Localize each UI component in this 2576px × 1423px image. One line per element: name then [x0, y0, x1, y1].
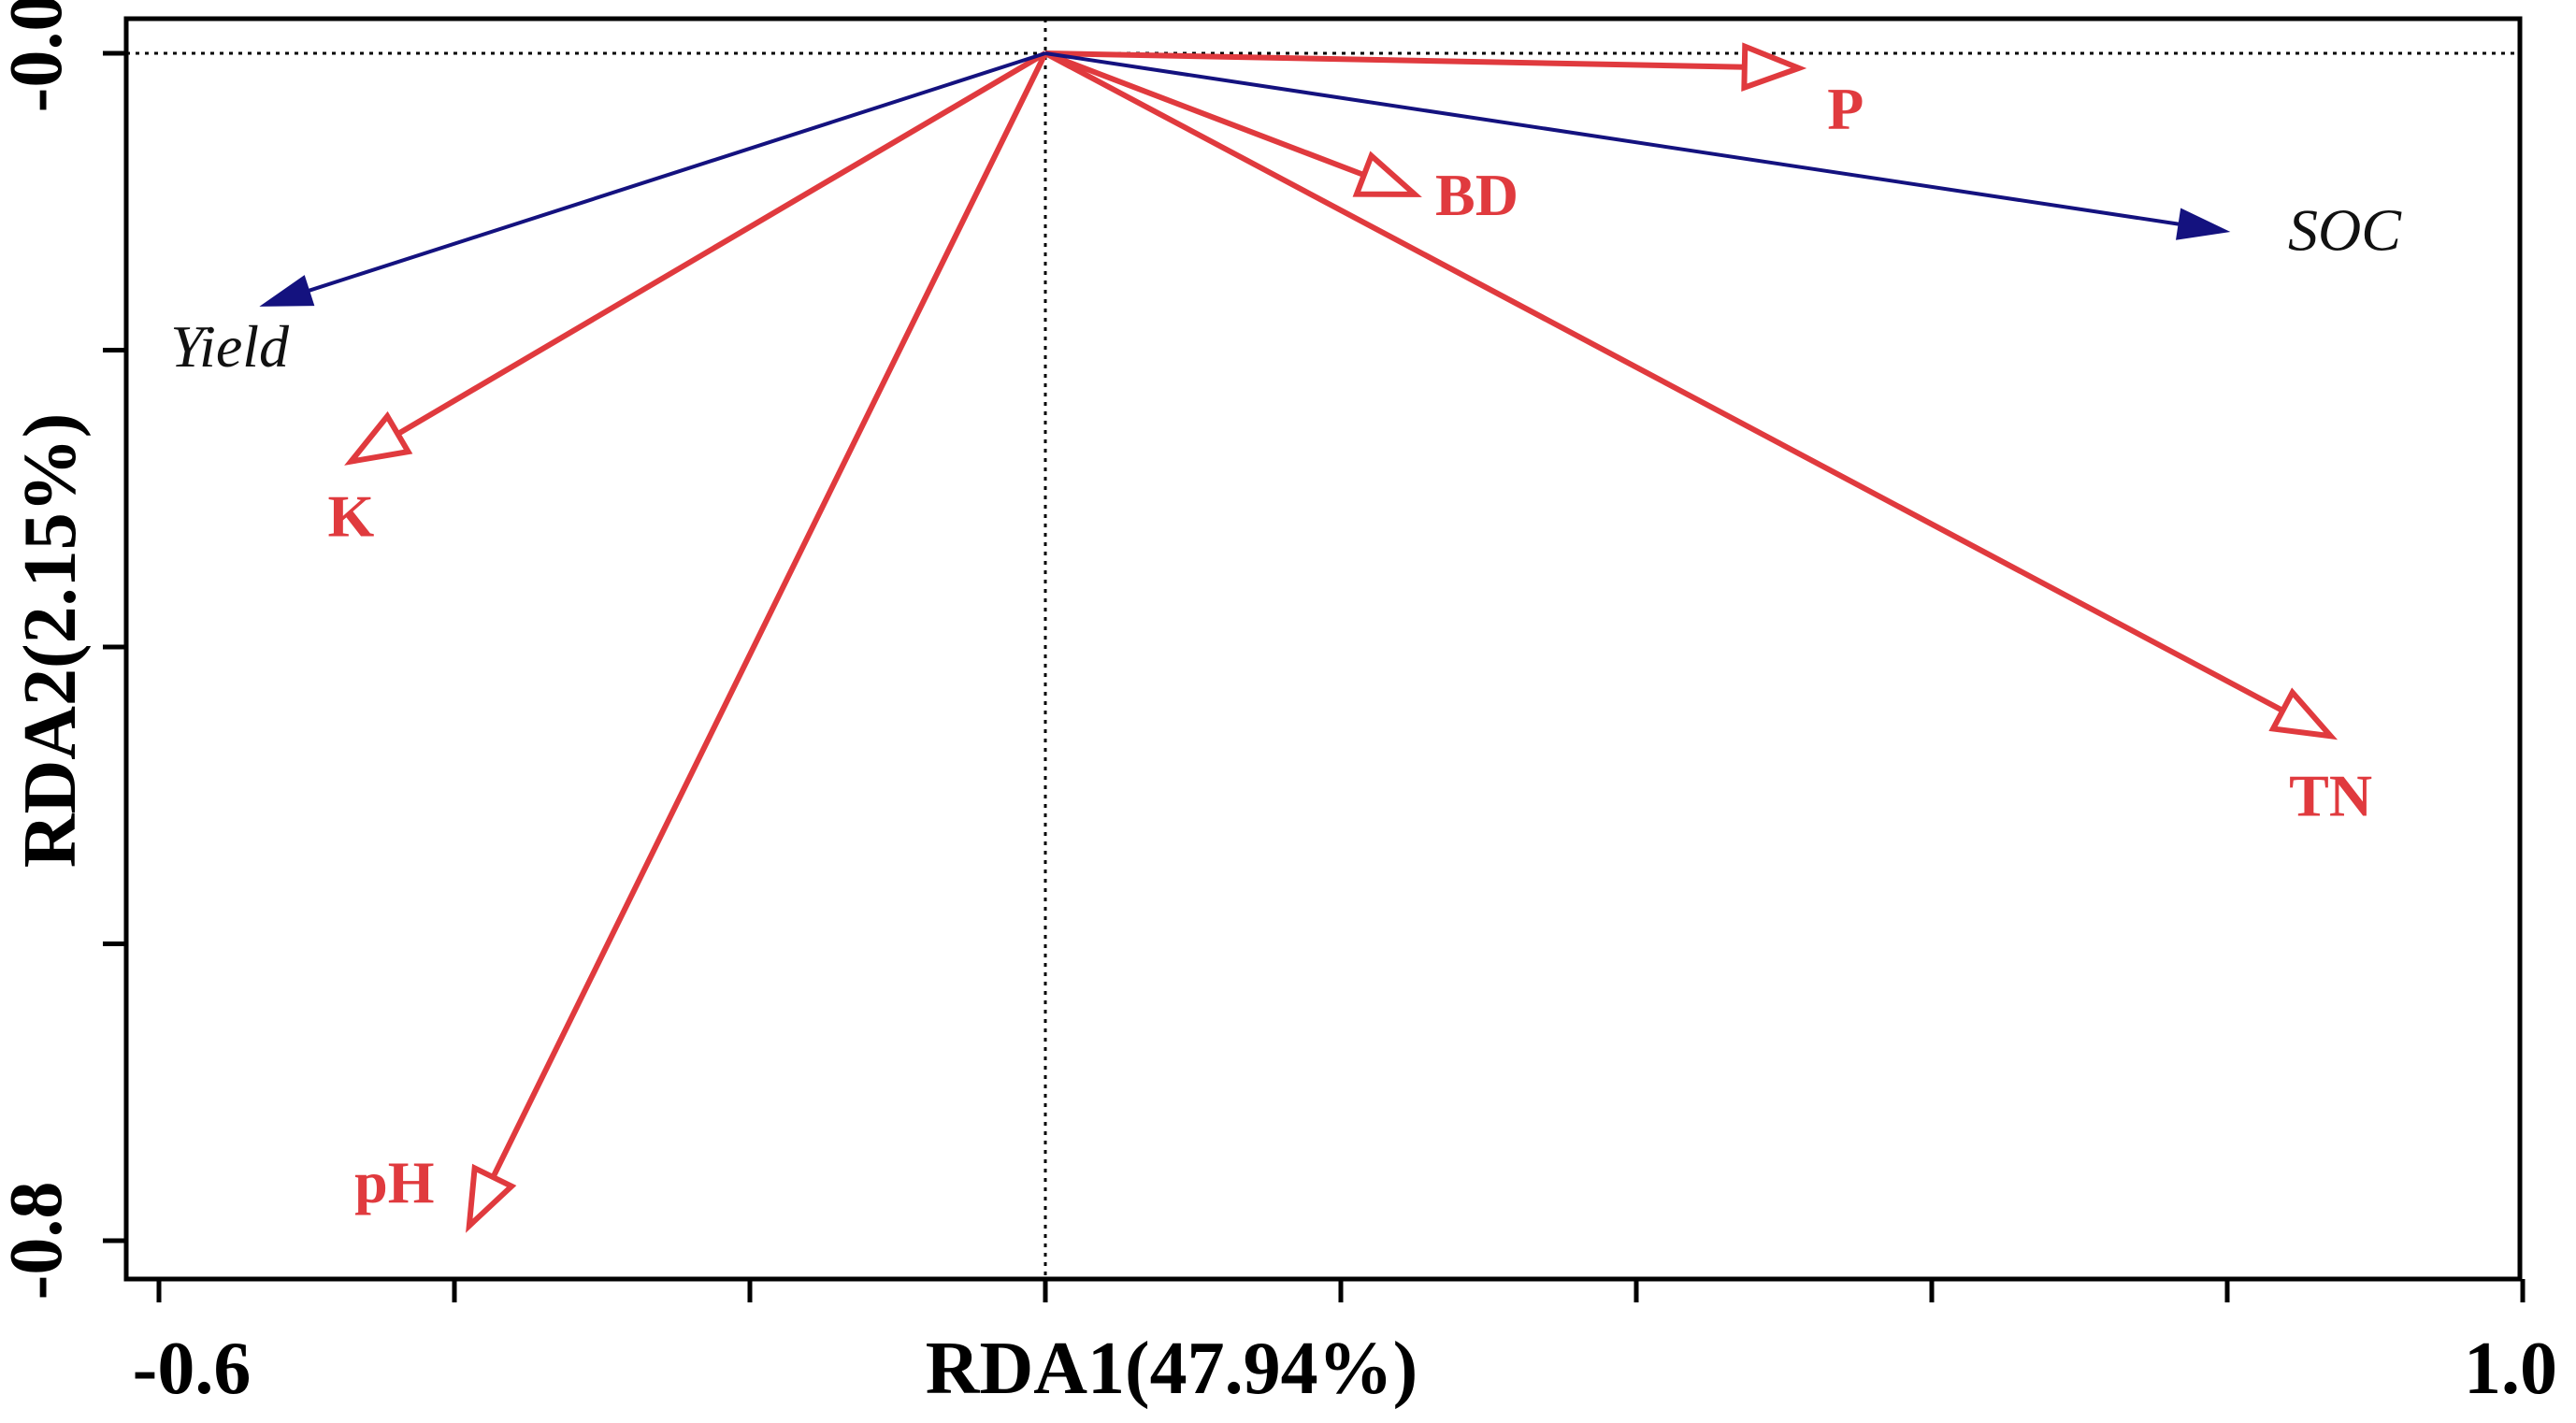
x-tick-label-max: 1.0	[2464, 1328, 2557, 1410]
vector-arrowhead-ph	[466, 1163, 517, 1233]
vector-ph: pH	[354, 51, 1048, 1233]
vector-arrowhead-tn	[2268, 687, 2339, 740]
x-axis-ticks	[156, 1279, 2526, 1302]
y-axis-title: RDA2(2.15%)	[9, 413, 92, 869]
vector-arrowhead-p	[1741, 42, 1807, 93]
y-tick-label-min: -0.8	[0, 1182, 78, 1301]
vector-label-soc: SOC	[2288, 197, 2402, 264]
vector-layer: P BD K TN pH Yield SOC	[170, 42, 2402, 1233]
vector-line-soc	[1044, 51, 2180, 226]
vector-label-k: K	[328, 483, 375, 550]
vector-label-tn: TN	[2289, 762, 2372, 828]
y-tick-label-max: -0.0	[0, 0, 78, 112]
vector-line-k	[396, 50, 1047, 437]
vector-line-bd	[1043, 50, 1365, 178]
vector-line-p	[1044, 50, 1745, 70]
vector-k: K	[328, 50, 1047, 550]
vector-line-yield	[308, 51, 1046, 293]
x-axis-title: RDA1(47.94%)	[926, 1328, 1418, 1410]
vector-label-bd: BD	[1435, 162, 1518, 228]
vector-label-yield: Yield	[170, 313, 290, 380]
vector-soc: SOC	[1044, 51, 2402, 264]
vector-yield: Yield	[170, 51, 1046, 380]
vector-bd: BD	[1043, 50, 1518, 228]
vector-arrowhead-soc	[2176, 208, 2231, 240]
vector-line-tn	[1043, 50, 2284, 713]
x-tick-label-min: -0.6	[133, 1328, 252, 1410]
vector-tn: TN	[1043, 50, 2372, 828]
vector-p: P	[1044, 42, 1864, 142]
y-axis-ticks	[103, 50, 126, 1243]
vector-line-ph	[490, 51, 1048, 1179]
vector-arrowhead-bd	[1352, 151, 1422, 197]
vector-label-ph: pH	[354, 1149, 434, 1215]
vector-arrowhead-yield	[259, 275, 315, 307]
vector-label-p: P	[1827, 76, 1864, 142]
vector-arrowhead-k	[344, 410, 413, 466]
